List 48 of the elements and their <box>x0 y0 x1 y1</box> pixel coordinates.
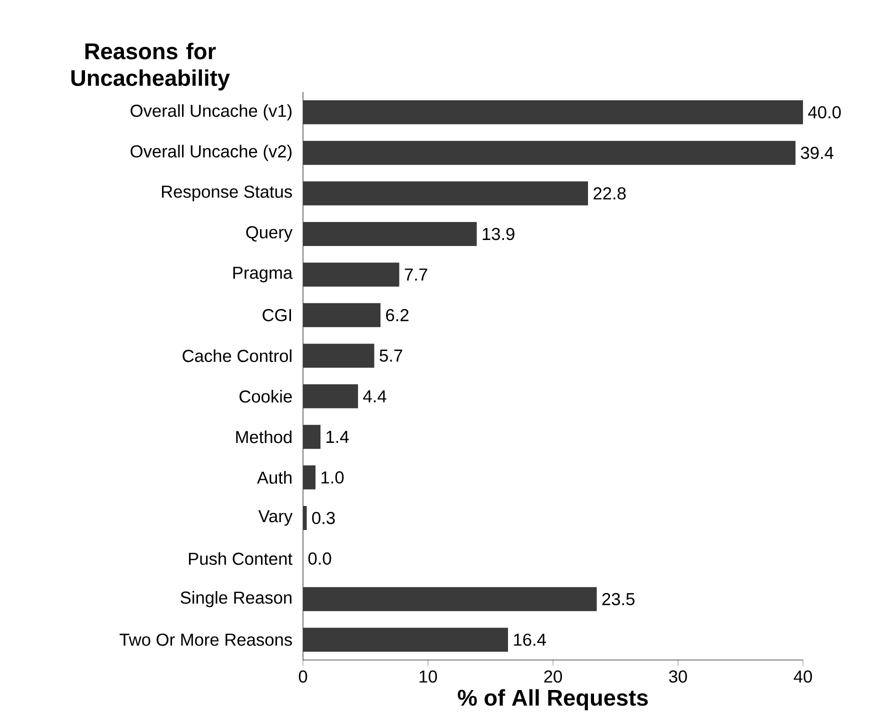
y-tick-label: Auth <box>256 471 292 484</box>
bar <box>303 303 381 328</box>
bar <box>303 222 477 246</box>
data-label: 0.3 <box>312 512 335 524</box>
y-tick-label: Cookie <box>240 390 292 403</box>
x-tick-label: 10 <box>420 670 437 683</box>
data-label: 16.4 <box>514 634 546 646</box>
data-label: 1.4 <box>326 430 349 443</box>
bar <box>303 344 374 368</box>
x-tick-label: 30 <box>669 670 687 683</box>
data-label: 1.0 <box>322 471 344 484</box>
bar <box>303 424 320 449</box>
bar <box>303 587 597 612</box>
y-tick-label: Vary <box>258 510 293 526</box>
bar <box>303 262 400 287</box>
y-tick-label: Response Status <box>162 186 292 202</box>
bar <box>303 384 358 408</box>
data-label: 22.8 <box>594 187 626 200</box>
bar <box>303 100 803 124</box>
data-label: 23.5 <box>602 592 634 606</box>
bar <box>303 181 588 206</box>
bar <box>303 506 307 530</box>
x-tick-label: 40 <box>794 670 812 683</box>
y-tick-label: Pragma <box>233 266 293 282</box>
x-tick-label: 20 <box>544 670 562 683</box>
y-tick-label: CGI <box>262 309 292 322</box>
y-tick-label: Overall Uncache (v2) <box>130 144 292 161</box>
chart-title: Reasons for Uncacheability <box>71 42 230 90</box>
y-tick-label: Query <box>246 226 293 242</box>
data-label: 5.7 <box>380 350 402 362</box>
y-tick-label: Push Content <box>188 552 292 565</box>
x-axis-title: % of All Requests <box>458 689 648 710</box>
x-tick-label: 0 <box>298 670 308 683</box>
data-label: 13.9 <box>482 228 514 240</box>
data-label: 39.4 <box>800 146 834 159</box>
y-tick-label: Overall Uncache (v1) <box>130 104 292 120</box>
bar <box>303 465 316 490</box>
y-tick-label: Single Reason <box>180 591 292 608</box>
data-label: 6.2 <box>386 309 408 322</box>
bar <box>303 140 796 165</box>
data-label: 4.4 <box>363 390 386 402</box>
y-tick-label: Method <box>236 430 292 444</box>
y-tick-label: Cache Control <box>182 349 292 362</box>
bar <box>303 628 508 652</box>
data-label: 40.0 <box>808 106 841 118</box>
y-tick-label: Two Or More Reasons <box>120 634 292 646</box>
data-label: 7.7 <box>404 268 428 281</box>
data-label: 0.0 <box>308 552 332 565</box>
